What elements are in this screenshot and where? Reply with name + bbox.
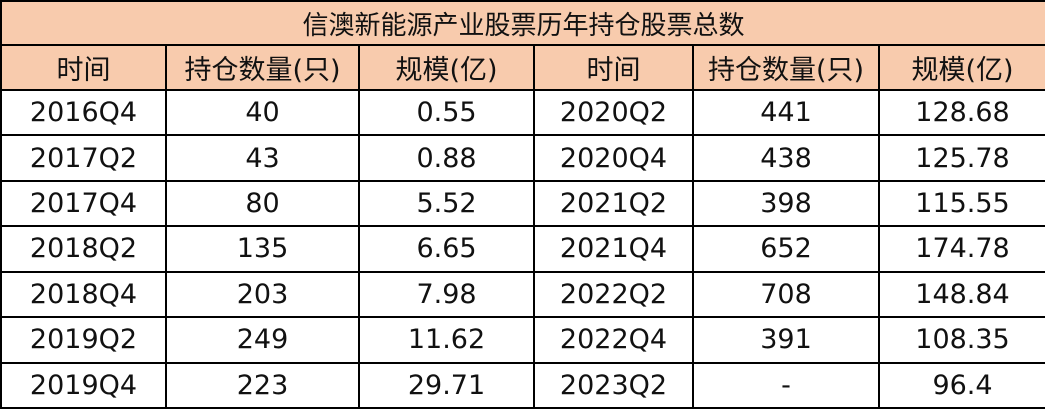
data-row: 2017Q4 80 5.52 2021Q2 398 115.55 [0,179,1045,228]
cell: 2022Q2 [533,270,694,319]
cell: 708 [692,270,880,319]
cell: 2018Q4 [0,270,167,319]
cell: 2022Q4 [533,316,694,364]
cell: 43 [165,134,360,182]
data-row: 2018Q4 203 7.98 2022Q2 708 148.84 [0,270,1045,319]
cell: 115.55 [877,179,1045,228]
header-cell: 时间 [533,44,694,91]
cell: 2019Q4 [0,361,167,409]
cell: 2017Q2 [0,134,167,182]
header-cell: 规模(亿) [877,44,1045,91]
cell: 11.62 [358,316,535,364]
cell: 7.98 [358,270,535,319]
data-row: 2019Q4 223 29.71 2023Q2-96.4 [0,361,1045,409]
cell: 398 [692,179,880,228]
cell: 438 [692,134,880,182]
data-row: 2019Q2 249 11.62 2022Q4 391 108.35 [0,316,1045,364]
cell: 2017Q4 [0,179,167,228]
cell: 174.78 [877,225,1045,273]
cell: 2016Q4 [0,88,167,137]
cell: 203 [165,270,360,319]
cell: 2020Q4 [533,134,694,182]
cell: 2021Q2 [533,179,694,228]
cell: 6.65 [358,225,535,273]
table-title: 信澳新能源产业股票历年持仓股票总数 [0,0,1045,46]
cell: 0.88 [358,134,535,182]
cell: 40 [165,88,360,137]
cell: - [692,361,880,409]
data-row: 2016Q4 40 0.55 2020Q2 441 128.68 [0,88,1045,137]
cell: 0.55 [358,88,535,137]
cell: 223 [165,361,360,409]
cell: 2019Q2 [0,316,167,364]
header-cell: 规模(亿) [358,44,535,91]
cell: 2023Q2 [533,361,694,409]
cell: 135 [165,225,360,273]
cell: 2021Q4 [533,225,694,273]
data-row: 2018Q2 135 6.65 2021Q4 652 174.78 [0,225,1045,273]
cell: 2018Q2 [0,225,167,273]
cell: 108.35 [877,316,1045,364]
header-cell: 时间 [0,44,167,91]
cell: 441 [692,88,880,137]
header-cell: 持仓数量(只) [692,44,880,91]
cell: 391 [692,316,880,364]
cell: 128.68 [877,88,1045,137]
header-row: 时间 持仓数量(只) 规模(亿) 时间 持仓数量(只) 规模(亿) [0,44,1045,91]
cell: 2020Q2 [533,88,694,137]
cell: 96.4 [877,361,1045,409]
cell: 5.52 [358,179,535,228]
cell: 80 [165,179,360,228]
header-cell: 持仓数量(只) [165,44,360,91]
title-row: 信澳新能源产业股票历年持仓股票总数 [0,0,1045,46]
cell: 125.78 [877,134,1045,182]
cell: 249 [165,316,360,364]
cell: 148.84 [877,270,1045,319]
data-row: 2017Q2 43 0.88 2020Q4 438 125.78 [0,134,1045,182]
cell: 29.71 [358,361,535,409]
cell: 652 [692,225,880,273]
